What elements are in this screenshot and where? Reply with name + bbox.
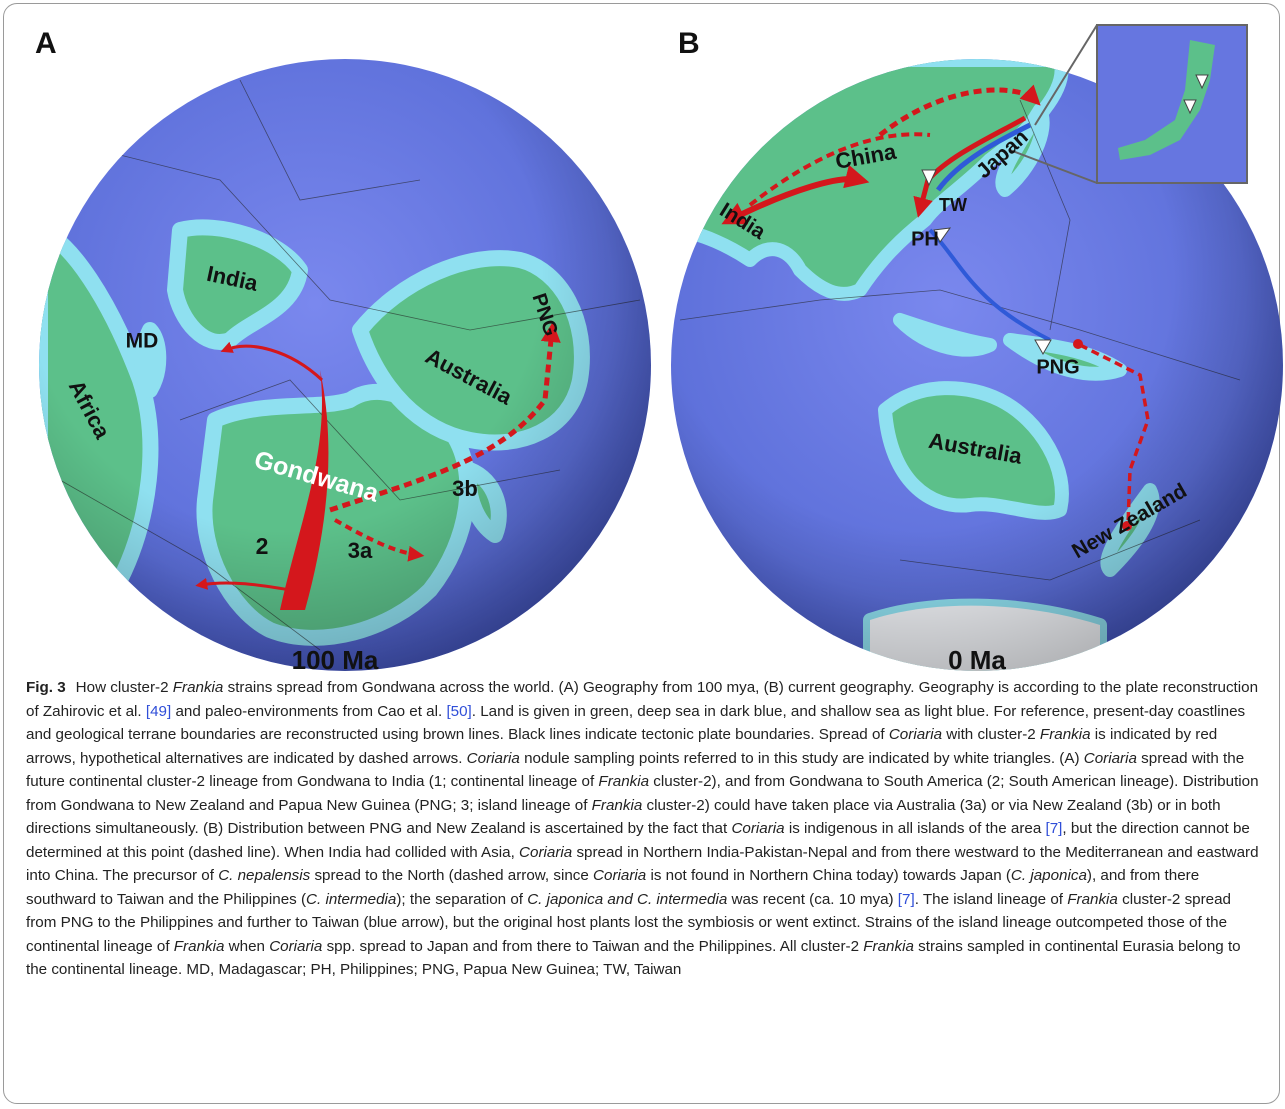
caption-link[interactable]: [7] [897,890,915,908]
inset-japan [1118,40,1215,160]
caption-text: is indigenous in all islands of the area [784,820,1046,837]
caption-italic: C. intermedia [306,890,397,908]
inset-connector [1009,24,1098,184]
place-label: 3b [452,476,478,501]
caption-italic: C. nepalensis [218,867,311,884]
sampling-points [921,74,1209,356]
caption-italic: C. japonica and C. intermedia [527,890,728,908]
figure-frame [3,3,1280,1104]
place-label: 2 [256,533,269,559]
caption-text: How cluster-2 [75,679,173,696]
caption-link[interactable]: [49] [145,702,172,720]
caption-italic: Frankia [591,796,643,814]
caption-text: and paleo-environments from Cao et al. [171,702,447,720]
caption-link[interactable]: [7] [1045,820,1063,837]
caption-text: is not found in Northern China today) to… [646,867,1011,884]
caption-text: cluster-2 spread from PNG to the Philipp… [26,890,1232,955]
panel-label: B [678,27,700,60]
caption-bold: Fig. 3 [26,679,66,696]
caption-text: nodule sampling points referred to in th… [519,749,1084,767]
caption-italic: Frankia [598,773,650,790]
caption-text: , but the direction cannot be determined… [26,820,1250,861]
caption-text: when [224,937,270,955]
caption-italic: Frankia [172,679,224,696]
caption-italic: Coriaria [519,843,573,861]
caption-text: . Land is given in green, deep sea in da… [26,702,1246,744]
place-label: 3a [348,538,373,563]
caption-italic: Frankia [863,937,914,955]
caption-italic: Coriaria [1083,749,1137,767]
landmasses [39,59,651,671]
caption-italic: Coriaria [593,867,647,884]
place-label: PH [911,228,939,250]
caption-text: with cluster-2 [942,726,1040,743]
era-label: 100 Ma [292,645,379,672]
caption-text: ); the separation of [396,890,528,908]
caption-text: is indicated by red arrows, hypothetical… [26,726,1218,767]
caption-text: spread in Northern India-Pakistan-Nepal … [26,843,1259,885]
caption-italic: Coriaria [269,937,323,955]
caption-text: . The island lineage of [914,890,1068,908]
caption-text: spread with the future continental clust… [26,749,1245,791]
caption-text: strains spread from Gondwana across the … [26,679,1259,720]
caption-text: ), and from there southward to Taiwan an… [26,867,1200,908]
place-label: PNG [1036,356,1079,378]
caption-italic: Frankia [173,937,225,955]
arrows [721,84,1150,531]
figure-caption: Fig. 3 How cluster-2 Frankia strains spre… [26,676,1264,982]
inset-map [1096,24,1248,184]
caption-link[interactable]: [50] [446,702,472,720]
caption-text: was recent (ca. 10 mya) [727,890,898,908]
caption-text: strains sampled in continental Eurasia b… [26,937,1241,979]
caption-italic: C. japonica [1010,867,1087,884]
caption-italic: Coriaria [466,749,520,767]
caption-italic: Coriaria [731,820,785,837]
caption-italic: Frankia [1039,726,1091,743]
caption-text: spread to the North (dashed arrow, since [310,867,594,884]
arrows [195,322,561,610]
caption-italic: Coriaria [888,726,943,743]
era-label: 0 Ma [948,645,1006,672]
place-label: MD [126,330,159,353]
globe-a [39,59,651,671]
place-label: TW [939,195,967,215]
panel-label: A [35,27,57,60]
globe-b [671,24,1283,671]
caption-text: cluster-2), and from Gondwana to South A… [26,773,1259,814]
caption-italic: Frankia [1067,890,1118,908]
caption-text: cluster-2) could have taken place via Au… [26,796,1221,838]
caption-text: spp. spread to Japan and from there to T… [322,937,864,955]
